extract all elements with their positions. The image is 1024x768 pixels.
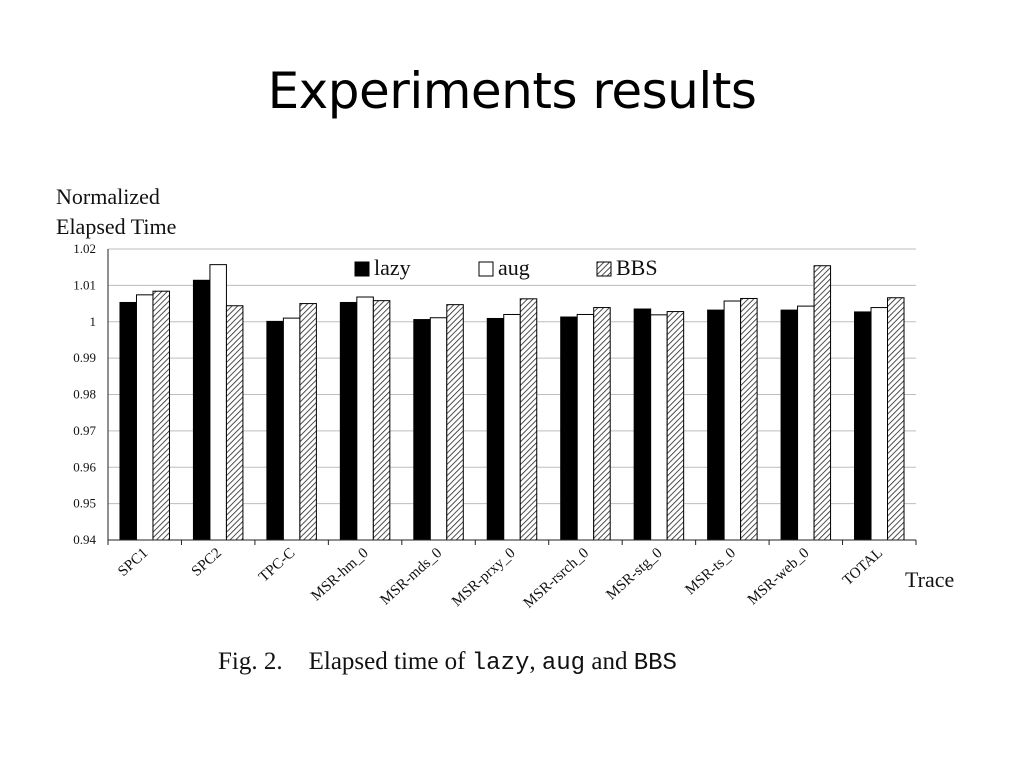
caption-code-aug: aug <box>541 650 586 677</box>
x-tick-label: TOTAL <box>840 545 886 589</box>
bar-bbs-msr-mds_0 <box>446 304 464 541</box>
caption-fig-label: Fig. 2. <box>218 648 283 675</box>
x-tick-label: MSR-rsrch_0 <box>521 545 592 612</box>
y-tick-label: 0.98 <box>73 387 96 402</box>
bar-lazy-tpc-c <box>266 320 284 541</box>
bar-aug-msr-web_0 <box>797 305 815 541</box>
bar-bbs-msr-hm_0 <box>372 300 391 541</box>
x-tick-label: MSR-hm_0 <box>308 545 371 604</box>
y-tick-label: 0.96 <box>73 459 96 474</box>
y-tick-label: 1.01 <box>73 277 96 292</box>
bar-aug-tpc-c <box>282 317 301 541</box>
bar-aug-msr-mds_0 <box>429 317 448 541</box>
bar-aug-total <box>870 307 889 541</box>
bar-lazy-spc2 <box>192 279 211 541</box>
legend-label-bbs: BBS <box>616 255 658 280</box>
legend-label-aug: aug <box>498 255 530 280</box>
slide-title: Experiments results <box>267 62 757 120</box>
x-tick-label: SPC2 <box>189 545 225 580</box>
bar-bbs-spc2 <box>225 305 244 541</box>
y-tick-label: 1 <box>90 314 97 329</box>
bar-lazy-total <box>854 311 872 541</box>
x-tick-label: MSR-prxy_0 <box>449 545 519 610</box>
bar-bbs-tpc-c <box>299 303 317 541</box>
bar-aug-msr-hm_0 <box>356 296 374 541</box>
x-tick-label: TPC-C <box>256 545 298 585</box>
y-axis-label-line1: Normalized <box>56 184 160 209</box>
caption-code-bbs: BBS <box>633 650 677 677</box>
y-tick-label: 0.97 <box>73 423 96 438</box>
legend-swatch-bbs <box>596 261 612 277</box>
bar-aug-spc1 <box>135 294 154 541</box>
bar-bbs-msr-web_0 <box>813 265 832 541</box>
bar-aug-msr-rsrch_0 <box>576 313 595 541</box>
x-tick-label: MSR-stg_0 <box>603 545 665 603</box>
bar-lazy-msr-rsrch_0 <box>560 316 578 541</box>
x-tick-label: MSR-ts_0 <box>682 545 739 598</box>
bar-lazy-spc1 <box>119 301 137 541</box>
bar-bbs-msr-rsrch_0 <box>593 307 611 541</box>
x-axis-label: Trace <box>905 567 954 592</box>
bar-lazy-msr-prxy_0 <box>486 317 505 541</box>
caption-code-lazy: lazy <box>471 650 530 677</box>
bar-aug-msr-stg_0 <box>650 314 668 541</box>
legend-swatch-lazy <box>354 261 370 277</box>
figure-caption: Fig. 2. Elapsed time of lazy, aug and BBS <box>218 648 918 677</box>
y-tick-label: 0.94 <box>73 532 96 547</box>
bars-layer <box>119 264 905 541</box>
y-tick-label: 1.02 <box>73 241 96 256</box>
chart-legend: lazy aug BBS <box>354 255 658 280</box>
legend-swatch-aug <box>478 261 494 277</box>
bar-bbs-total <box>887 297 905 541</box>
bar-lazy-msr-mds_0 <box>413 319 431 541</box>
y-axis-label-line2: Elapsed Time <box>56 214 176 239</box>
y-tick-label: 0.95 <box>73 496 96 511</box>
bar-lazy-msr-stg_0 <box>633 308 652 541</box>
bar-bbs-msr-stg_0 <box>666 311 685 541</box>
bar-lazy-msr-ts_0 <box>707 309 725 541</box>
bar-aug-msr-prxy_0 <box>503 313 521 541</box>
bar-aug-msr-ts_0 <box>723 300 742 541</box>
bar-bbs-msr-ts_0 <box>740 297 758 541</box>
bar-lazy-msr-web_0 <box>780 309 799 541</box>
x-tick-label: MSR-web_0 <box>745 545 813 608</box>
bar-aug-spc2 <box>209 264 227 541</box>
x-tick-label: SPC1 <box>115 545 151 580</box>
caption-and: and <box>591 648 628 675</box>
x-tick-label: MSR-mds_0 <box>378 545 446 608</box>
caption-separator: , <box>529 648 536 675</box>
bar-bbs-spc1 <box>152 290 170 541</box>
y-tick-label: 0.99 <box>73 350 96 365</box>
legend-label-lazy: lazy <box>374 255 411 280</box>
bar-bbs-msr-prxy_0 <box>519 298 538 541</box>
caption-text-prefix: Elapsed time of <box>308 648 466 675</box>
bar-lazy-msr-hm_0 <box>339 301 358 541</box>
